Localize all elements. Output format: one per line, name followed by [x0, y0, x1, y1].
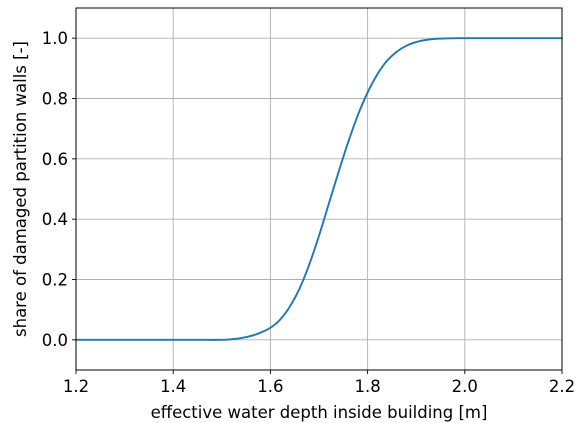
y-tick-label: 0.0	[42, 331, 68, 350]
y-tick-label: 1.0	[42, 29, 68, 48]
plot-area	[75, 37, 563, 341]
axes-frame	[75, 7, 563, 371]
x-tick-label: 2.2	[549, 377, 575, 396]
grid	[75, 8, 563, 370]
x-tick-label: 1.6	[257, 377, 283, 396]
x-tick-label: 1.8	[354, 377, 380, 396]
series-line	[75, 37, 563, 341]
x-axis-label: effective water depth inside building [m…	[151, 403, 488, 422]
y-axis-label: share of damaged partition walls [-]	[11, 41, 30, 337]
x-tick-label: 1.2	[63, 377, 89, 396]
y-tick-label: 0.4	[42, 210, 68, 229]
y-tick-label: 0.6	[42, 150, 68, 169]
x-tick-label: 2.0	[452, 377, 478, 396]
y-tick-label: 0.8	[42, 90, 68, 109]
y-tick-label: 0.2	[42, 271, 68, 290]
ticks: 1.2 1.4 1.6 1.8 2.0 2.2 0.0 0.2 0.4 0.6 0.8 1.0	[42, 29, 575, 396]
x-tick-label: 1.4	[160, 377, 186, 396]
